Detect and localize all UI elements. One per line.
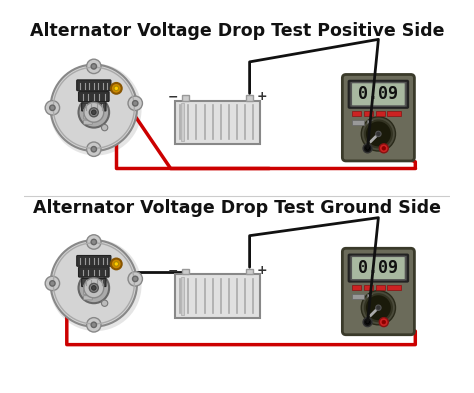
Circle shape [382,320,385,324]
Circle shape [379,318,388,327]
FancyBboxPatch shape [342,75,414,161]
Bar [175,101,260,144]
Circle shape [79,97,109,128]
Circle shape [128,96,143,110]
Bar [387,285,401,290]
Circle shape [89,108,98,117]
Circle shape [91,147,97,152]
FancyBboxPatch shape [83,120,92,124]
Circle shape [45,276,60,290]
Circle shape [365,120,392,147]
Bar [175,274,260,318]
Circle shape [133,276,138,282]
FancyBboxPatch shape [79,92,109,101]
Circle shape [50,239,142,331]
Text: Alternator Voltage Drop Test Positive Side: Alternator Voltage Drop Test Positive Si… [30,22,444,40]
Text: +: + [257,264,267,277]
Bar [387,111,401,116]
Circle shape [361,290,395,325]
FancyBboxPatch shape [351,83,405,106]
Bar [364,285,373,290]
FancyBboxPatch shape [79,267,109,277]
Bar [246,269,253,274]
Text: +: + [257,90,267,103]
Bar [367,120,378,125]
Circle shape [376,305,381,310]
Circle shape [361,117,395,151]
Circle shape [50,281,55,286]
FancyBboxPatch shape [83,109,92,114]
Bar [364,111,373,116]
Circle shape [91,64,97,69]
Circle shape [79,273,109,303]
Bar [352,294,364,299]
Circle shape [366,320,369,324]
FancyBboxPatch shape [82,103,106,111]
Bar [181,103,184,141]
FancyBboxPatch shape [82,279,106,286]
Circle shape [87,235,101,249]
Circle shape [91,286,96,290]
Circle shape [365,294,392,321]
Circle shape [91,322,97,327]
Circle shape [91,239,97,245]
Circle shape [363,144,372,153]
Circle shape [89,283,98,292]
Circle shape [101,300,108,307]
FancyBboxPatch shape [342,248,414,335]
Bar [182,95,189,101]
Circle shape [87,59,101,73]
FancyBboxPatch shape [349,81,408,108]
Bar [181,277,184,315]
FancyBboxPatch shape [83,285,92,289]
Text: Alternator Voltage Drop Test Ground Side: Alternator Voltage Drop Test Ground Side [33,199,441,217]
Circle shape [51,64,137,151]
Circle shape [133,101,138,106]
FancyBboxPatch shape [349,255,408,282]
Text: 0.09: 0.09 [358,85,398,103]
Bar [246,95,253,101]
Circle shape [366,147,369,150]
Bar [352,120,364,125]
Bar [376,111,385,116]
Circle shape [114,262,118,266]
Circle shape [84,278,104,298]
Circle shape [101,125,108,131]
Bar [352,111,361,116]
Text: −: − [168,264,178,277]
Circle shape [111,259,122,269]
FancyBboxPatch shape [83,290,92,294]
Bar [182,269,189,274]
Circle shape [379,144,388,153]
FancyBboxPatch shape [77,80,111,91]
Circle shape [376,131,381,137]
Circle shape [382,147,385,150]
FancyBboxPatch shape [83,296,92,300]
Circle shape [50,105,55,110]
Circle shape [50,64,142,156]
FancyBboxPatch shape [83,115,92,119]
Circle shape [87,318,101,332]
FancyBboxPatch shape [351,256,405,280]
Circle shape [111,83,122,94]
Bar [376,285,385,290]
Bar [367,294,378,299]
Circle shape [363,318,372,327]
Circle shape [91,110,96,114]
Circle shape [84,103,104,122]
Text: 0.09: 0.09 [358,259,398,277]
Circle shape [87,142,101,156]
Text: −: − [168,90,178,103]
Circle shape [51,240,137,327]
Circle shape [128,272,143,286]
FancyBboxPatch shape [77,255,111,266]
Circle shape [45,101,60,115]
Bar [352,285,361,290]
Circle shape [114,86,118,91]
